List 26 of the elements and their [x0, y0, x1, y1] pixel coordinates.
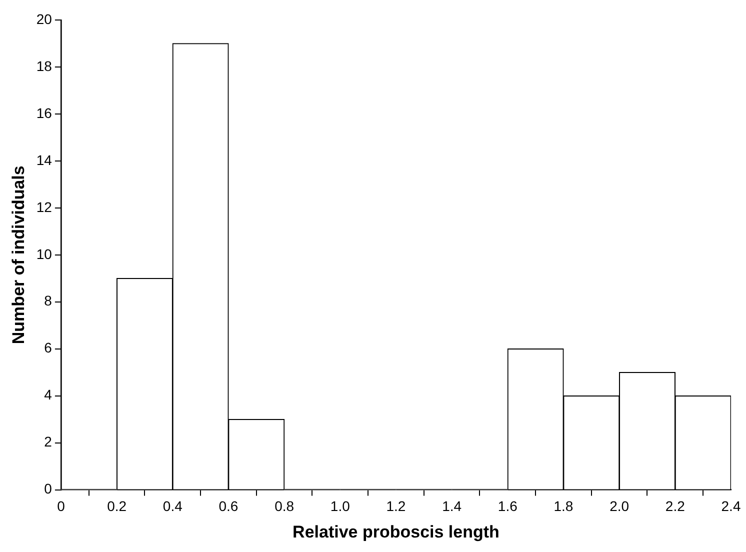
y-tick-label: 20 — [36, 10, 52, 27]
y-tick-label: 8 — [44, 292, 52, 309]
y-tick-label: 6 — [44, 340, 52, 356]
y-axis-title: Number of individuals — [8, 166, 28, 344]
x-axis-title: Relative proboscis length — [292, 522, 500, 542]
x-tick-label: 1.6 — [498, 498, 518, 514]
x-tick-label: 2.2 — [665, 498, 686, 514]
y-tick-label: 0 — [44, 480, 52, 497]
x-tick-label: 1.0 — [330, 498, 350, 514]
y-tick-label: 4 — [44, 386, 52, 403]
x-tick-label: 0.4 — [162, 498, 183, 514]
x-tick-label: 2.4 — [721, 498, 741, 514]
x-tick-label: 2.0 — [610, 498, 630, 514]
y-tick-label: 18 — [36, 58, 52, 74]
x-tick-label: 0 — [57, 498, 66, 514]
x-tick-label: 1.2 — [386, 498, 406, 514]
y-tick-label: 14 — [36, 152, 52, 168]
x-tick-label: 1.4 — [442, 498, 462, 514]
x-tick-label: 0.6 — [218, 498, 238, 514]
y-tick-label: 12 — [36, 198, 52, 215]
y-tick-label: 2 — [44, 434, 52, 450]
x-tick-label: 0.8 — [274, 498, 294, 514]
y-tick-label: 16 — [36, 104, 52, 121]
y-tick-label: 10 — [36, 246, 52, 262]
x-tick-label: 0.2 — [107, 498, 127, 514]
x-tick-label: 1.8 — [554, 498, 574, 514]
